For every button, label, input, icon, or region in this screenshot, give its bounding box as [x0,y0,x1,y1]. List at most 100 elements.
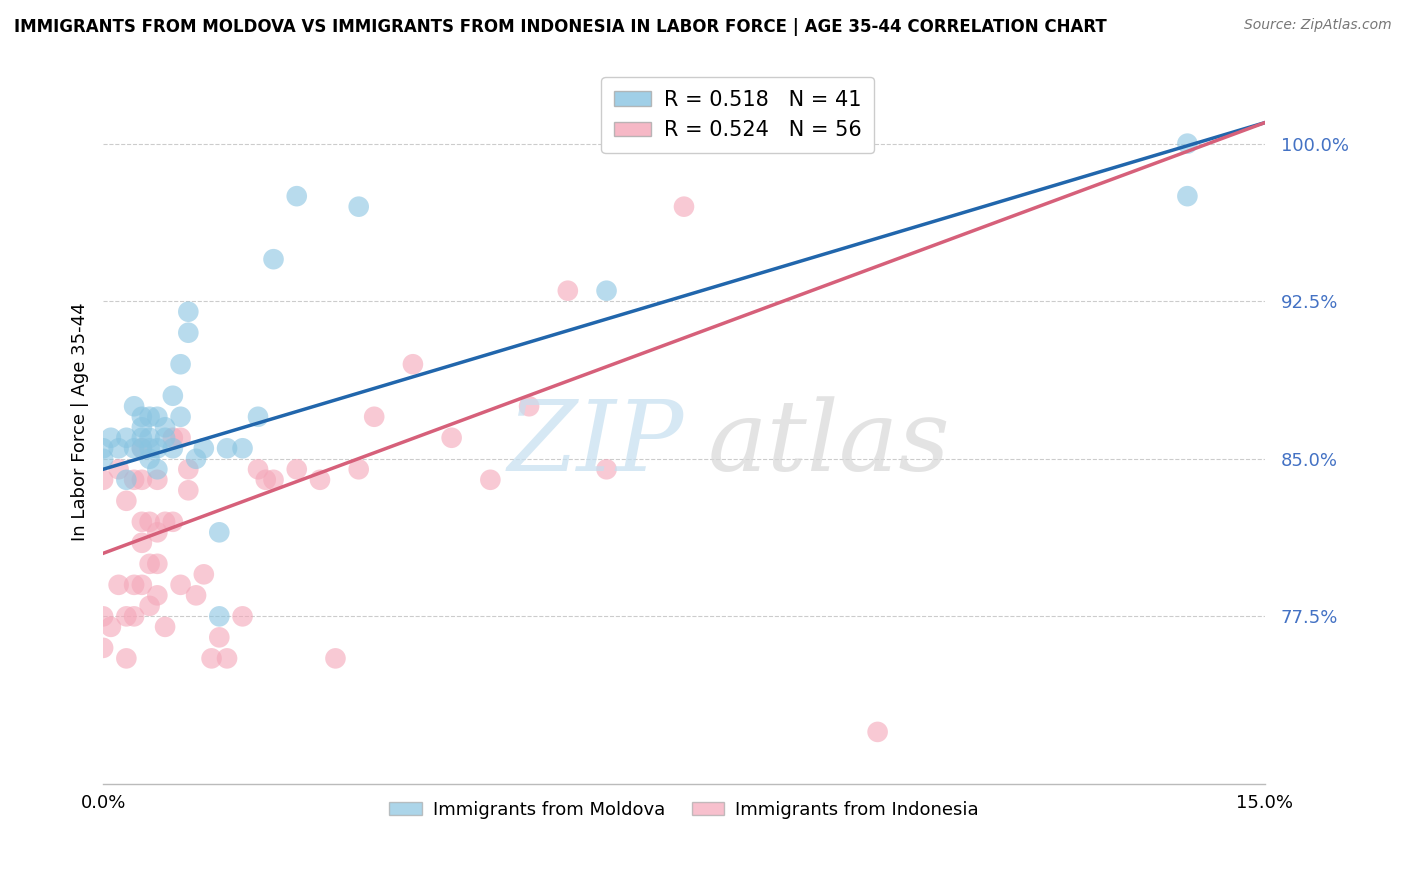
Point [402,357,425,371]
Point [146,442,169,456]
Point [138,451,160,466]
Point [254,473,277,487]
Point [184,588,207,602]
Point [122,473,145,487]
Point [162,389,184,403]
Point [215,442,238,456]
Point [131,536,153,550]
Point [711,136,734,151]
Point [162,515,184,529]
Point [557,284,579,298]
Point [107,462,129,476]
Point [146,525,169,540]
Point [347,462,370,476]
Point [131,442,153,456]
Point [672,200,695,214]
Point [177,462,200,476]
Point [138,442,160,456]
Point [517,399,540,413]
Point [1177,136,1199,151]
Point [138,515,160,529]
Point [131,473,153,487]
Point [100,620,122,634]
Point [193,567,215,582]
Point [122,399,145,413]
Point [153,515,176,529]
Point [131,409,153,424]
Point [247,462,270,476]
Point [131,420,153,434]
Point [169,431,191,445]
Point [177,304,200,318]
Point [169,357,191,371]
Point [1177,189,1199,203]
Point [153,620,176,634]
Point [138,409,160,424]
Point [162,442,184,456]
Point [138,431,160,445]
Point [115,473,138,487]
Text: atlas: atlas [707,396,950,491]
Point [263,473,285,487]
Point [91,473,114,487]
Point [131,431,153,445]
Point [263,252,285,267]
Point [122,442,145,456]
Point [595,462,617,476]
Point [363,409,385,424]
Point [138,599,160,613]
Point [208,525,231,540]
Point [177,483,200,498]
Y-axis label: In Labor Force | Age 35-44: In Labor Force | Age 35-44 [72,302,89,541]
Point [146,557,169,571]
Point [100,431,122,445]
Point [200,651,222,665]
Point [146,473,169,487]
Point [285,462,308,476]
Point [177,326,200,340]
Point [138,557,160,571]
Point [232,609,254,624]
Point [169,409,191,424]
Point [122,609,145,624]
Point [107,578,129,592]
Text: ZIP: ZIP [508,396,683,491]
Point [208,609,231,624]
Point [215,651,238,665]
Point [153,431,176,445]
Point [440,431,463,445]
Point [866,725,889,739]
Point [131,515,153,529]
Point [232,442,254,456]
Point [115,431,138,445]
Point [91,640,114,655]
Point [169,578,191,592]
Point [131,442,153,456]
Text: Source: ZipAtlas.com: Source: ZipAtlas.com [1244,18,1392,32]
Point [208,631,231,645]
Point [146,409,169,424]
Point [153,420,176,434]
Legend: Immigrants from Moldova, Immigrants from Indonesia: Immigrants from Moldova, Immigrants from… [382,794,986,826]
Point [91,609,114,624]
Point [285,189,308,203]
Point [122,578,145,592]
Point [107,442,129,456]
Point [347,200,370,214]
Point [325,651,347,665]
Point [789,136,811,151]
Point [828,136,851,151]
Point [115,493,138,508]
Point [247,409,270,424]
Point [115,609,138,624]
Point [479,473,502,487]
Point [146,588,169,602]
Point [595,284,617,298]
Point [309,473,332,487]
Point [146,462,169,476]
Text: IMMIGRANTS FROM MOLDOVA VS IMMIGRANTS FROM INDONESIA IN LABOR FORCE | AGE 35-44 : IMMIGRANTS FROM MOLDOVA VS IMMIGRANTS FR… [14,18,1107,36]
Point [162,431,184,445]
Point [115,651,138,665]
Point [91,442,114,456]
Point [91,451,114,466]
